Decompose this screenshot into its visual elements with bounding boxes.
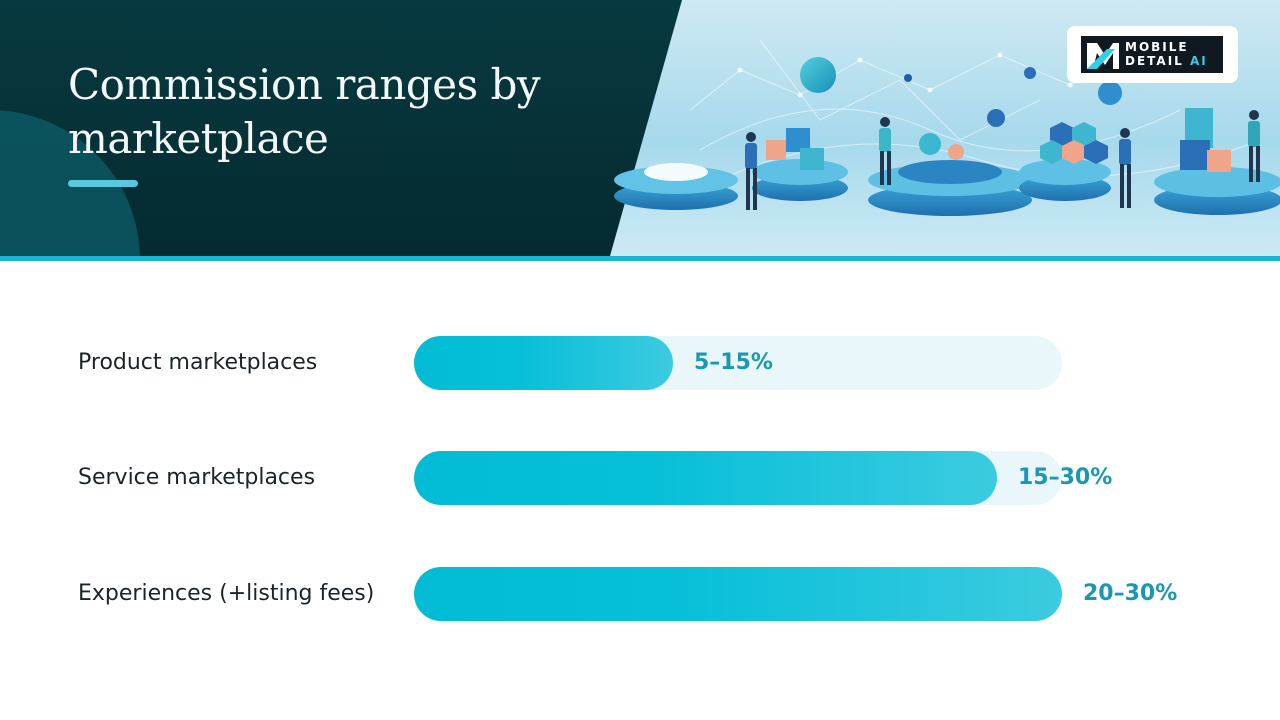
logo-line-2: DETAIL AI: [1125, 54, 1208, 68]
bar-value-label: 15–30%: [1018, 465, 1113, 490]
brand-logo: MOBILE DETAIL AI: [1067, 26, 1238, 83]
title-underline: [68, 180, 138, 187]
header-divider: [0, 256, 1280, 261]
category-label: Experiences (+listing fees): [78, 581, 375, 606]
commission-bar-chart: Product marketplaces 5–15% Service marketp…: [0, 261, 1280, 720]
logo-ai-text: AI: [1190, 54, 1208, 68]
logo-line-1: MOBILE: [1125, 40, 1189, 54]
logo-mark-icon: [1087, 43, 1119, 69]
logo-plate: MOBILE DETAIL AI: [1081, 36, 1223, 73]
logo-line-2-text: DETAIL: [1125, 54, 1184, 68]
bar: [414, 451, 997, 505]
category-label: Product marketplaces: [78, 350, 318, 375]
slide-header: Commission ranges by marketplace MOBILE …: [0, 0, 1280, 256]
bar-value-label: 5–15%: [694, 350, 773, 375]
bar-value-label: 20–30%: [1083, 581, 1178, 606]
logo-wordmark: MOBILE DETAIL AI: [1125, 40, 1208, 68]
slide-title: Commission ranges by marketplace: [68, 60, 541, 163]
category-label: Service marketplaces: [78, 465, 316, 490]
bar: [414, 336, 673, 390]
bar: [414, 567, 1062, 621]
